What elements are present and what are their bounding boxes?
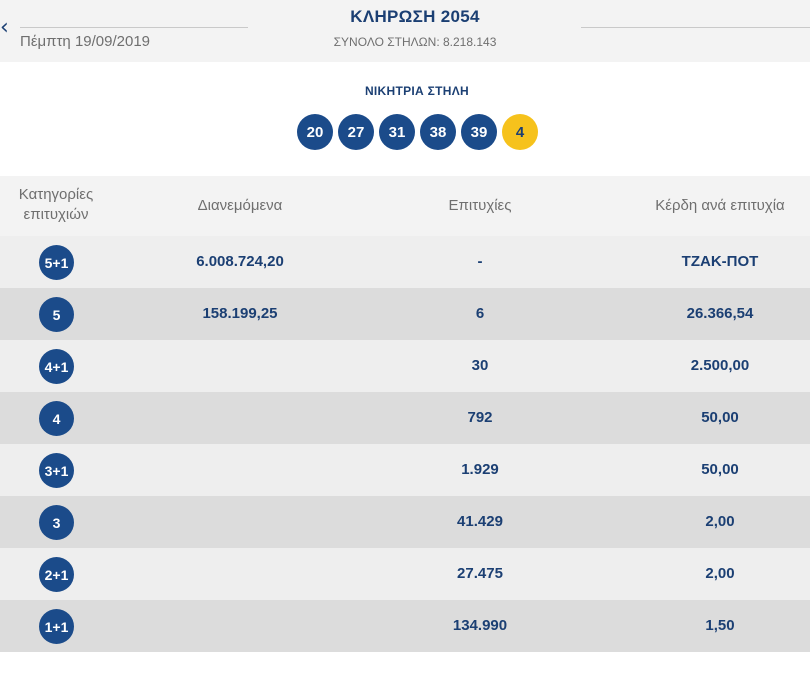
winners-count: 134.990 [452, 617, 508, 634]
distributed-amount: 6.008.724,20 [196, 253, 284, 270]
winning-ball: 20 [297, 114, 333, 150]
winners-count: 30 [471, 357, 489, 374]
table-row: 4+1 30 2.500,00 [0, 340, 810, 392]
category-badge: 5+1 [39, 245, 74, 280]
table-row: 3 41.429 2,00 [0, 496, 810, 548]
header-categories: Κατηγορίες επιτυχιών [10, 185, 102, 225]
winning-ball: 39 [461, 114, 497, 150]
header-categories-line2: επιτυχιών [23, 206, 89, 223]
category-badge: 3 [39, 505, 74, 540]
header-divider-left [20, 27, 248, 28]
prize-amount: 1,50 [705, 617, 735, 634]
table-row: 1+1 134.990 1,50 [0, 600, 810, 652]
table-row: 4 792 50,00 [0, 392, 810, 444]
winners-count: 6 [475, 305, 485, 322]
winners-count: 27.475 [457, 565, 503, 582]
header-divider-right [581, 27, 810, 28]
winners-count: - [477, 253, 483, 270]
table-row: 5 158.199,25 6 26.366,54 [0, 288, 810, 340]
winners-count: 792 [467, 409, 493, 426]
category-badge: 3+1 [39, 453, 74, 488]
joker-ball: 4 [502, 114, 538, 150]
prize-amount: 50,00 [701, 461, 739, 478]
distributed-amount [160, 340, 320, 392]
winning-ball: 38 [420, 114, 456, 150]
results-table: 5+1 6.008.724,20 - ΤΖΑΚ-ΠΟΤ 5 158.199,25… [0, 236, 810, 652]
category-badge: 4+1 [39, 349, 74, 384]
category-badge: 2+1 [39, 557, 74, 592]
header-categories-line1: Κατηγορίες [18, 186, 94, 203]
distributed-amount [160, 600, 320, 652]
distributed-amount [160, 548, 320, 600]
total-columns: ΣΥΝΟΛΟ ΣΤΗΛΩΝ: 8.218.143 [333, 35, 497, 49]
category-badge: 5 [39, 297, 74, 332]
distributed-amount [160, 392, 320, 444]
header-prize-per-winner: Κέρδη ανά επιτυχία [655, 197, 785, 214]
winning-column-label: ΝΙΚΗΤΡΙΑ ΣΤΗΛΗ [364, 84, 470, 98]
draw-date: Πέμπτη 19/09/2019 [20, 33, 151, 50]
prize-amount: 50,00 [701, 409, 739, 426]
table-row: 5+1 6.008.724,20 - ΤΖΑΚ-ΠΟΤ [0, 236, 810, 288]
winning-ball: 31 [379, 114, 415, 150]
draw-header: ‹ Πέμπτη 19/09/2019 ΚΛΗΡΩΣΗ 2054 ΣΥΝΟΛΟ … [0, 0, 810, 62]
distributed-amount: 158.199,25 [202, 305, 278, 322]
prize-amount: 26.366,54 [686, 305, 754, 322]
prize-amount: ΤΖΑΚ-ΠΟΤ [681, 253, 759, 270]
results-table-header: Κατηγορίες επιτυχιών Διανεμόμενα Επιτυχί… [0, 176, 810, 236]
prize-amount: 2,00 [705, 565, 735, 582]
header-distributed: Διανεμόμενα [197, 197, 283, 214]
chevron-left-icon[interactable]: ‹ [0, 15, 9, 40]
category-badge: 1+1 [39, 609, 74, 644]
header-winners: Επιτυχίες [448, 197, 512, 214]
table-row: 2+1 27.475 2,00 [0, 548, 810, 600]
draw-title: ΚΛΗΡΩΣΗ 2054 [350, 7, 480, 26]
winners-count: 41.429 [457, 513, 503, 530]
winners-count: 1.929 [461, 461, 499, 478]
distributed-amount [160, 496, 320, 548]
distributed-amount [160, 444, 320, 496]
winning-numbers: 20 27 31 38 39 4 [297, 114, 543, 150]
prize-amount: 2.500,00 [690, 357, 750, 374]
prize-amount: 2,00 [705, 513, 735, 530]
category-badge: 4 [39, 401, 74, 436]
table-row: 3+1 1.929 50,00 [0, 444, 810, 496]
winning-ball: 27 [338, 114, 374, 150]
